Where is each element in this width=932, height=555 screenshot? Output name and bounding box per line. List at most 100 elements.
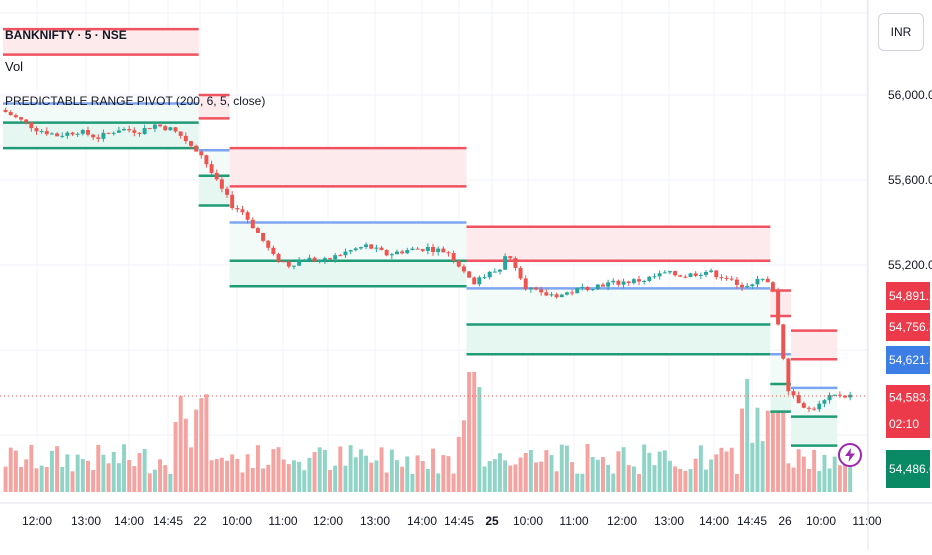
price-tag bbox=[886, 313, 930, 341]
candle-body bbox=[843, 395, 847, 398]
volume-bar bbox=[322, 449, 327, 492]
volume-bar bbox=[776, 377, 781, 492]
volume-bar bbox=[39, 465, 44, 492]
resistance-zone bbox=[198, 95, 230, 119]
candle-body bbox=[817, 403, 822, 410]
candle-body bbox=[96, 137, 101, 139]
candle-body bbox=[333, 255, 338, 260]
candle-body bbox=[219, 179, 224, 189]
indicator-legend[interactable]: PREDICTABLE RANGE PIVOT (200, 6, 5, clos… bbox=[5, 94, 266, 108]
volume-bar bbox=[348, 445, 353, 492]
candle-body bbox=[513, 258, 518, 268]
candle-body bbox=[796, 395, 801, 404]
candle-body bbox=[101, 132, 106, 139]
candle-body bbox=[204, 155, 209, 165]
candle-body bbox=[91, 134, 96, 138]
volume-bar bbox=[673, 466, 678, 492]
candle-body bbox=[245, 212, 250, 220]
volume-bar bbox=[570, 462, 575, 492]
candle-body bbox=[822, 400, 827, 404]
volume-bar bbox=[286, 464, 291, 492]
candle-body bbox=[575, 287, 580, 294]
candle-body bbox=[539, 289, 544, 293]
volume-bar bbox=[508, 465, 513, 492]
price-tags: 54,891.26 54,756.39 54,621.52 54,583.30 02:1… bbox=[886, 282, 932, 488]
candle-body bbox=[302, 260, 307, 262]
volume-bar bbox=[456, 436, 461, 492]
volume-bar bbox=[807, 468, 811, 492]
candle-body bbox=[405, 249, 410, 254]
candle-body bbox=[642, 280, 647, 282]
candle-body bbox=[116, 130, 121, 133]
candle-body bbox=[13, 115, 18, 118]
volume-bar bbox=[528, 450, 533, 492]
volume-bar bbox=[384, 472, 389, 492]
currency-button[interactable]: INR bbox=[878, 13, 924, 51]
candle-body bbox=[544, 292, 549, 296]
volume-legend[interactable]: Vol bbox=[5, 59, 24, 74]
volume-bar bbox=[266, 464, 271, 492]
volume-bar bbox=[580, 473, 585, 492]
bolt-icon[interactable] bbox=[838, 443, 862, 467]
volume-bar bbox=[652, 465, 657, 492]
price-tag-label: 54,891.26 bbox=[889, 289, 932, 303]
candle-body bbox=[487, 271, 492, 278]
volume-bar bbox=[410, 473, 415, 492]
candle-body bbox=[683, 276, 688, 278]
volume-bar bbox=[3, 466, 8, 492]
volume-bar bbox=[75, 454, 80, 492]
candle-body bbox=[477, 277, 482, 285]
candle-body bbox=[503, 256, 508, 270]
candle-body bbox=[740, 284, 744, 288]
candle-body bbox=[472, 277, 477, 285]
time-tick-label: 11:00 bbox=[268, 514, 297, 528]
candle-body bbox=[832, 394, 837, 396]
volume-bar bbox=[96, 444, 101, 492]
volume-bar bbox=[183, 418, 188, 492]
volume-bar bbox=[292, 460, 296, 492]
candle-body bbox=[415, 248, 420, 250]
candle-body bbox=[518, 267, 523, 279]
candle-body bbox=[75, 133, 80, 135]
candle-body bbox=[353, 248, 358, 251]
support-zone bbox=[466, 324, 771, 355]
candle-body bbox=[312, 257, 317, 262]
candle-body bbox=[420, 249, 425, 251]
price-tag-label: 54,486.65 bbox=[889, 462, 932, 476]
candle-body bbox=[709, 270, 714, 272]
volume-bar bbox=[801, 456, 806, 492]
candle-body bbox=[528, 287, 533, 290]
candle-body bbox=[451, 253, 456, 261]
time-axis[interactable]: 12:00 13:00 14:00 14:45 22 10:00 11:00 12:00 13:… bbox=[0, 502, 932, 528]
volume-bar bbox=[724, 451, 729, 492]
time-tick-label: 14:00 bbox=[114, 514, 144, 528]
candle-body bbox=[554, 294, 559, 298]
candle-body bbox=[152, 124, 157, 129]
volume-bar bbox=[817, 471, 822, 492]
time-tick-label: 14:45 bbox=[153, 514, 183, 528]
candle-body bbox=[765, 278, 770, 283]
time-tick-label: 14:45 bbox=[737, 514, 767, 528]
volume-bar bbox=[812, 449, 817, 492]
volume-bar bbox=[152, 469, 157, 492]
volume-bar bbox=[400, 466, 405, 492]
candle-body bbox=[523, 278, 528, 290]
price-tag bbox=[886, 450, 930, 488]
volume-bar bbox=[240, 472, 245, 492]
volume-bar bbox=[158, 459, 163, 492]
pivot-zone bbox=[770, 354, 791, 384]
candle-body bbox=[230, 194, 235, 209]
support-zone bbox=[229, 260, 467, 287]
symbol-title[interactable]: BANKNIFTY · 5 · NSE bbox=[5, 28, 127, 42]
volume-bar bbox=[101, 454, 106, 492]
candle-body bbox=[410, 248, 415, 250]
candle-body bbox=[137, 132, 142, 134]
time-tick-label: 10:00 bbox=[222, 514, 252, 528]
candle-body bbox=[724, 277, 729, 279]
candle-body bbox=[400, 251, 405, 254]
volume-bar bbox=[364, 455, 369, 492]
volume-bar bbox=[405, 456, 410, 492]
volume-bar bbox=[477, 386, 482, 492]
